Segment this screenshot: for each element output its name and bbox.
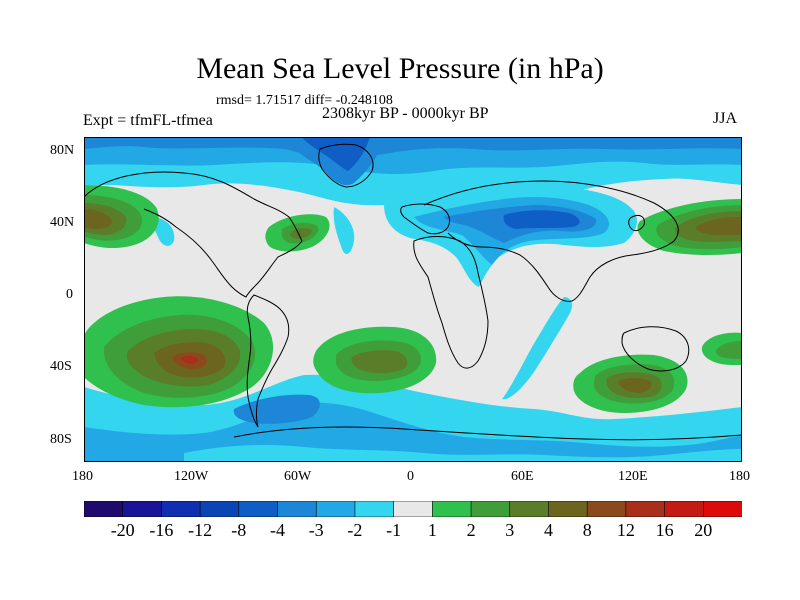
colorbar-label: 4 xyxy=(544,520,553,540)
lon-tick-60w: 60W xyxy=(284,469,312,484)
colorbar-swatch xyxy=(432,501,472,517)
map-frame xyxy=(84,137,742,462)
colorbar-swatch xyxy=(122,501,163,517)
colorbar-swatch xyxy=(548,501,588,517)
south-atlantic-high xyxy=(313,326,437,394)
colorbar-swatch xyxy=(509,501,550,517)
colorbar-label: -3 xyxy=(308,520,324,540)
colorbar-swatch xyxy=(84,501,124,517)
colorbar-swatch xyxy=(199,501,240,517)
colorbar-swatch xyxy=(664,501,705,517)
south-pacific-high xyxy=(84,296,274,408)
colorbar-label: 1 xyxy=(427,520,437,540)
pressure-anomaly-map xyxy=(84,137,742,462)
lon-tick-120e: 120E xyxy=(618,469,648,484)
southwest-pacific-high xyxy=(701,332,742,365)
lon-tick-0: 0 xyxy=(407,469,414,484)
lat-tick-40n: 40N xyxy=(50,215,75,230)
colorbar-swatch xyxy=(470,501,511,517)
lon-tick-180w: 180 xyxy=(72,469,93,484)
colorbar-label: 20 xyxy=(694,520,713,540)
colorbar-swatch xyxy=(315,501,356,517)
colorbar-label: 3 xyxy=(505,520,515,540)
lat-tick-0: 0 xyxy=(66,287,73,302)
colorbar-label: 16 xyxy=(655,520,674,540)
lat-tick-80s: 80S xyxy=(50,432,72,447)
lon-tick-120w: 120W xyxy=(174,469,209,484)
lat-tick-40s: 40S xyxy=(50,359,72,374)
lat-tick-80n: 80N xyxy=(50,143,75,158)
colorbar-swatch xyxy=(277,501,318,517)
colorbar-label: -20 xyxy=(110,520,135,540)
north-pacific-high-east xyxy=(637,199,742,255)
colorbar-swatch xyxy=(702,501,742,517)
colorbar-swatch xyxy=(586,501,627,517)
season-label: JJA xyxy=(713,110,738,127)
colorbar-swatch xyxy=(238,501,279,517)
colorbar xyxy=(84,501,742,517)
colorbar-label: -8 xyxy=(231,520,247,540)
colorbar-swatch xyxy=(161,501,201,517)
asian-low-region xyxy=(384,184,637,287)
colorbar-label: 2 xyxy=(466,520,476,540)
colorbar-label: 12 xyxy=(616,520,635,540)
lon-tick-60e: 60E xyxy=(511,469,534,484)
colorbar-label: -16 xyxy=(149,520,174,540)
arctic-low-region xyxy=(84,137,742,209)
colorbar-swatch xyxy=(625,501,666,517)
colorbar-label: -12 xyxy=(188,520,213,540)
colorbar-label: -4 xyxy=(270,520,285,540)
north-atlantic-high xyxy=(265,214,330,252)
north-pacific-high-west xyxy=(84,185,159,249)
colorbar-swatch xyxy=(393,501,434,517)
colorbar-swatch xyxy=(354,501,395,517)
south-indian-high xyxy=(573,354,688,413)
colorbar-label: 8 xyxy=(582,520,592,540)
period-label: 2308kyr BP - 0000kyr BP xyxy=(322,105,489,122)
tropical-low-tongue xyxy=(153,207,572,400)
coastlines xyxy=(84,143,742,441)
map-title: Mean Sea Level Pressure (in hPa) xyxy=(196,52,604,85)
stats-line: rmsd= 1.71517 diff= -0.248108 xyxy=(216,93,393,108)
colorbar-label: -2 xyxy=(347,520,363,540)
colorbar-label: -1 xyxy=(386,520,402,540)
southern-low-band xyxy=(84,374,742,462)
lon-tick-180e: 180 xyxy=(729,469,750,484)
experiment-label: Expt = tfmFL-tfmea xyxy=(83,112,213,129)
